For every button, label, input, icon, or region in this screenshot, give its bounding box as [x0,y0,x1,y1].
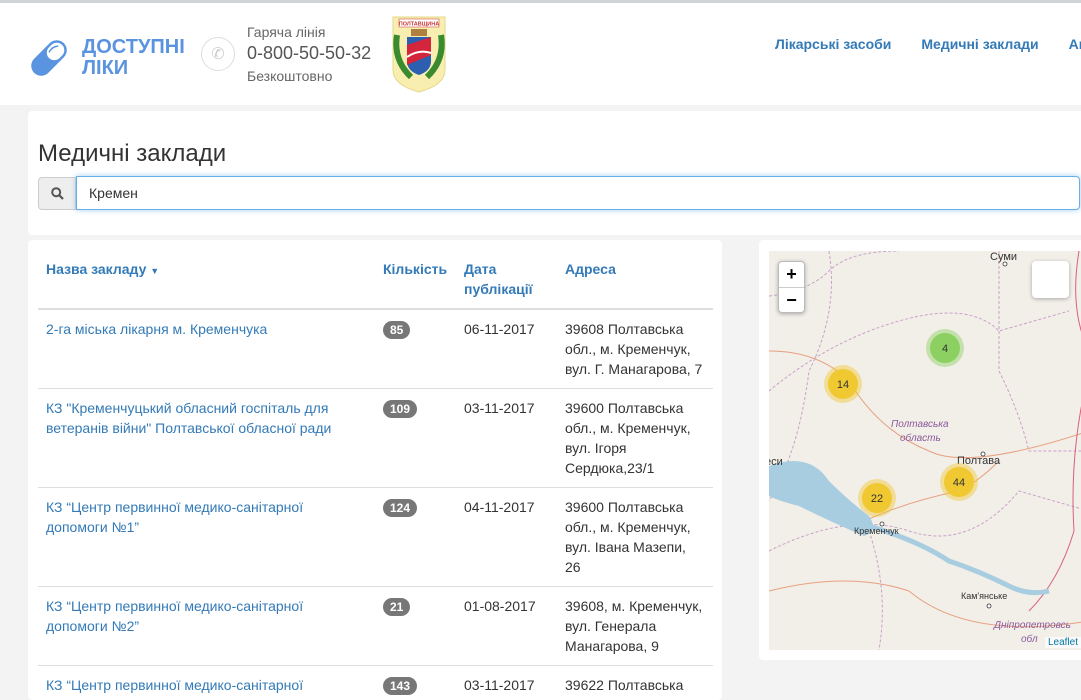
main-nav: Лікарські засоби Медичні заклади Аптеки [775,36,1081,52]
phone-icon: ✆ [201,37,235,71]
layers-control-button[interactable] [1032,261,1069,298]
map-label-region1: Полтавська [891,419,949,430]
address: 39608 Полтавська обл., м. Кременчук, вул… [557,309,713,389]
count-badge: 124 [383,499,417,517]
cluster-count: 14 [837,379,849,391]
map-label-dnipro1: Дніпропетровсь [993,620,1071,631]
logo-line1: ДОСТУПНІ [82,37,185,58]
column-header-count[interactable]: Кількість [375,250,456,309]
map-label-kremenchuk: Кременчук [854,526,899,536]
table-row: КЗ "Кременчуцький обласний госпіталь для… [38,389,713,488]
marker-cluster[interactable]: 14 [824,365,862,403]
map-attribution-link[interactable]: Leaflet [1045,637,1081,648]
search-input[interactable] [76,176,1080,210]
marker-cluster[interactable]: 22 [858,479,896,517]
pill-icon [26,35,72,81]
publication-date: 01-08-2017 [456,587,557,666]
nav-pharmacies[interactable]: Аптеки [1069,36,1081,52]
map-tiles: Суми Полтава Кременчук Кам'янське еси По… [769,251,1081,650]
sort-caret-icon: ▼ [150,266,159,276]
map-label-dnipro2: обл [1021,633,1038,645]
count-badge: 143 [383,677,417,695]
zoom-out-button[interactable]: − [779,287,804,312]
map[interactable]: Суми Полтава Кременчук Кам'янське еси По… [769,251,1081,650]
table-row: 2-га міська лікарня м. Кременчука 85 06-… [38,309,713,389]
publication-date: 03-11-2017 [456,389,557,488]
publication-date: 03-11-2017 [456,666,557,700]
institution-link[interactable]: КЗ "Кременчуцький обласний госпіталь для… [46,400,331,436]
nav-medical-institutions[interactable]: Медичні заклади [921,36,1038,52]
search-button[interactable] [38,177,76,210]
page-title: Медичні заклади [38,140,226,168]
column-header-date[interactable]: Дата публікації [456,250,557,309]
map-label-cherkasy: еси [769,456,783,468]
address: 39622 Полтавська [557,666,713,700]
marker-cluster[interactable]: 4 [926,329,964,367]
address: 39600 Полтавська обл., м. Кременчук, вул… [557,389,713,488]
publication-date: 04-11-2017 [456,488,557,587]
table-row: КЗ “Центр первинної медико-санітарної до… [38,587,713,666]
institution-link[interactable]: 2-га міська лікарня м. Кременчука [46,321,267,337]
hotline-note: Безкоштовно [247,68,371,84]
institution-link[interactable]: КЗ “Центр первинної медико-санітарної [46,677,303,693]
search-panel: Медичні заклади [28,111,1081,235]
search-icon [51,187,64,200]
map-label-kamianske: Кам'янське [961,591,1007,601]
column-header-address[interactable]: Адреса [557,250,713,309]
institution-link[interactable]: КЗ “Центр первинної медико-санітарної до… [46,499,303,535]
hotline-phone: 0-800-50-50-32 [247,43,371,64]
map-panel: Суми Полтава Кременчук Кам'янське еси По… [759,240,1081,660]
nav-medicines[interactable]: Лікарські засоби [775,36,891,52]
zoom-in-button[interactable]: + [779,262,804,287]
address: 39600 Полтавська обл., м. Кременчук, вул… [557,488,713,587]
institutions-table: Назва закладу ▼ Кількість Дата публікаці… [38,250,713,700]
address: 39608, м. Кременчук, вул. Генерала Манаг… [557,587,713,666]
publication-date: 06-11-2017 [456,309,557,389]
marker-cluster[interactable]: 44 [940,463,978,501]
map-label-region2: область [900,432,941,444]
coat-of-arms-logo: ПОЛТАВЩИНА [391,15,447,93]
coat-of-arms-text: ПОЛТАВЩИНА [399,22,439,28]
zoom-control: + − [778,261,805,313]
logo-line2: ЛІКИ [82,58,185,79]
map-label-sumy: Суми [990,251,1017,263]
institutions-table-panel: Назва закладу ▼ Кількість Дата публікаці… [28,240,722,700]
hotline-label: Гаряча лінія [247,24,371,40]
count-badge: 109 [383,400,417,418]
institution-link[interactable]: КЗ “Центр первинної медико-санітарної до… [46,598,303,634]
table-row: КЗ “Центр первинної медико-санітарної 14… [38,666,713,700]
table-row: КЗ “Центр первинної медико-санітарної до… [38,488,713,587]
column-header-name[interactable]: Назва закладу ▼ [38,250,375,309]
count-badge: 21 [383,598,410,616]
count-badge: 85 [383,321,410,339]
cluster-count: 4 [942,343,948,355]
cluster-count: 44 [953,477,965,489]
cluster-count: 22 [871,493,883,505]
